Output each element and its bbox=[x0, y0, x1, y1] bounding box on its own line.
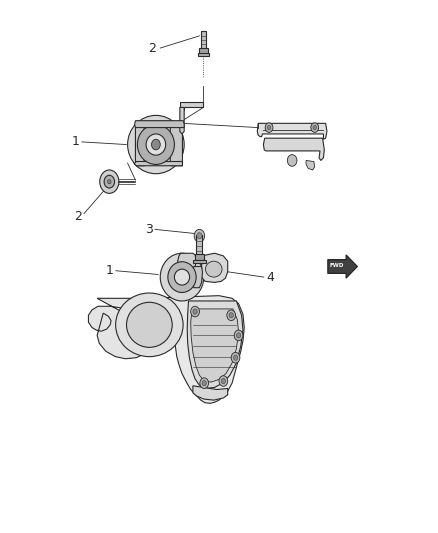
Text: 2: 2 bbox=[148, 42, 156, 54]
Ellipse shape bbox=[160, 253, 204, 301]
Circle shape bbox=[234, 330, 243, 341]
Polygon shape bbox=[193, 386, 228, 400]
Polygon shape bbox=[122, 296, 244, 403]
Circle shape bbox=[221, 378, 226, 384]
Polygon shape bbox=[328, 255, 357, 278]
Polygon shape bbox=[134, 120, 184, 127]
Polygon shape bbox=[170, 123, 183, 166]
Circle shape bbox=[229, 313, 233, 318]
Polygon shape bbox=[306, 160, 315, 170]
Text: 1: 1 bbox=[72, 135, 80, 148]
Polygon shape bbox=[193, 266, 202, 288]
Circle shape bbox=[100, 170, 119, 193]
Bar bbox=[194, 254, 204, 260]
Ellipse shape bbox=[146, 134, 166, 155]
Polygon shape bbox=[187, 301, 243, 389]
Circle shape bbox=[202, 381, 206, 386]
Circle shape bbox=[227, 310, 236, 320]
Bar bbox=[201, 30, 206, 49]
Ellipse shape bbox=[116, 293, 183, 357]
Text: FWD: FWD bbox=[329, 263, 344, 268]
Text: 4: 4 bbox=[266, 271, 274, 284]
Circle shape bbox=[219, 376, 228, 386]
Polygon shape bbox=[135, 123, 144, 166]
Ellipse shape bbox=[127, 115, 184, 174]
Polygon shape bbox=[263, 138, 324, 160]
Ellipse shape bbox=[168, 262, 196, 293]
Polygon shape bbox=[178, 253, 196, 268]
Polygon shape bbox=[134, 161, 183, 166]
Ellipse shape bbox=[138, 125, 174, 165]
Circle shape bbox=[231, 352, 240, 363]
Polygon shape bbox=[180, 102, 203, 110]
Circle shape bbox=[311, 123, 319, 132]
Circle shape bbox=[267, 125, 271, 130]
Circle shape bbox=[191, 306, 199, 317]
Polygon shape bbox=[180, 108, 184, 134]
Circle shape bbox=[194, 229, 205, 242]
Bar bbox=[196, 235, 202, 256]
Polygon shape bbox=[257, 123, 327, 139]
Circle shape bbox=[104, 175, 115, 188]
Bar bbox=[198, 53, 209, 56]
Bar bbox=[199, 47, 208, 54]
Circle shape bbox=[200, 378, 208, 389]
Circle shape bbox=[108, 180, 111, 184]
Circle shape bbox=[197, 232, 202, 239]
Text: 3: 3 bbox=[145, 223, 153, 236]
Text: 2: 2 bbox=[74, 209, 82, 223]
Circle shape bbox=[193, 309, 197, 314]
Polygon shape bbox=[88, 298, 162, 359]
Circle shape bbox=[152, 139, 160, 150]
Circle shape bbox=[237, 333, 241, 338]
Circle shape bbox=[265, 123, 273, 132]
Bar bbox=[193, 260, 205, 263]
Circle shape bbox=[287, 155, 297, 166]
Polygon shape bbox=[191, 309, 239, 382]
Polygon shape bbox=[201, 253, 228, 282]
Ellipse shape bbox=[174, 269, 190, 285]
Ellipse shape bbox=[127, 302, 172, 348]
Text: 1: 1 bbox=[106, 264, 114, 277]
Circle shape bbox=[313, 125, 317, 130]
Ellipse shape bbox=[205, 261, 222, 277]
Circle shape bbox=[233, 355, 238, 360]
